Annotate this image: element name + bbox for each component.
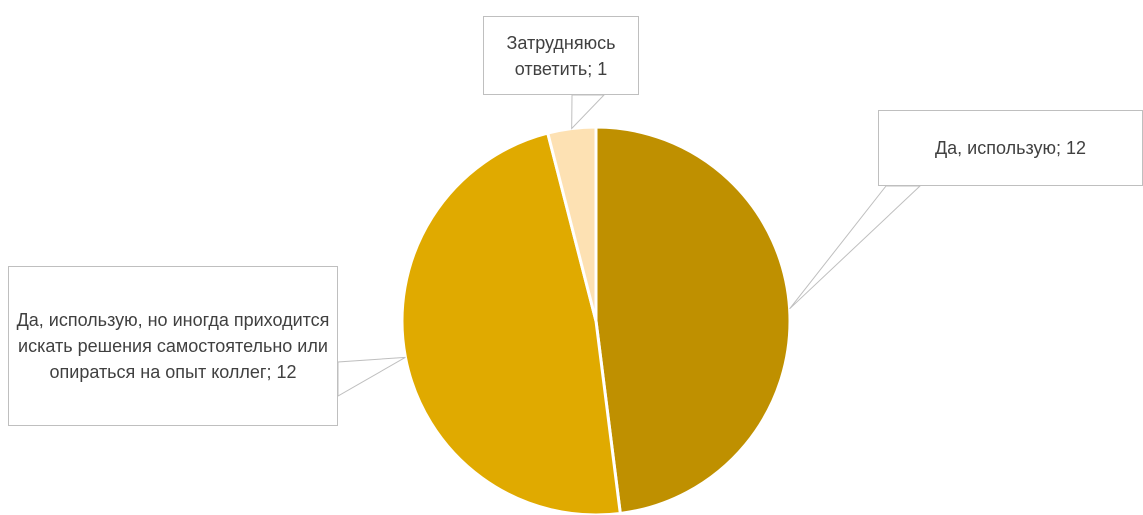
data-label-da-ispolzuyu: Да, использую; 12 bbox=[878, 110, 1143, 186]
leader-line-2 bbox=[571, 94, 606, 130]
data-label-text: Затрудняюсь ответить; 1 bbox=[506, 32, 616, 79]
data-label-da-no-inogda: Да, использую, но иногда приходится иска… bbox=[8, 266, 338, 426]
pie-slices bbox=[400, 125, 792, 515]
data-label-text: Да, использую; 12 bbox=[934, 138, 1087, 158]
leader-line-0 bbox=[789, 185, 922, 310]
leader-lines bbox=[337, 94, 922, 397]
pie-slice-0 bbox=[594, 125, 792, 515]
data-label-text: Да, использую, но иногда приходится иска… bbox=[16, 310, 330, 382]
data-label-zatrudnyayus: Затрудняюсь ответить; 1 bbox=[483, 16, 639, 95]
leader-line-1 bbox=[337, 356, 406, 397]
